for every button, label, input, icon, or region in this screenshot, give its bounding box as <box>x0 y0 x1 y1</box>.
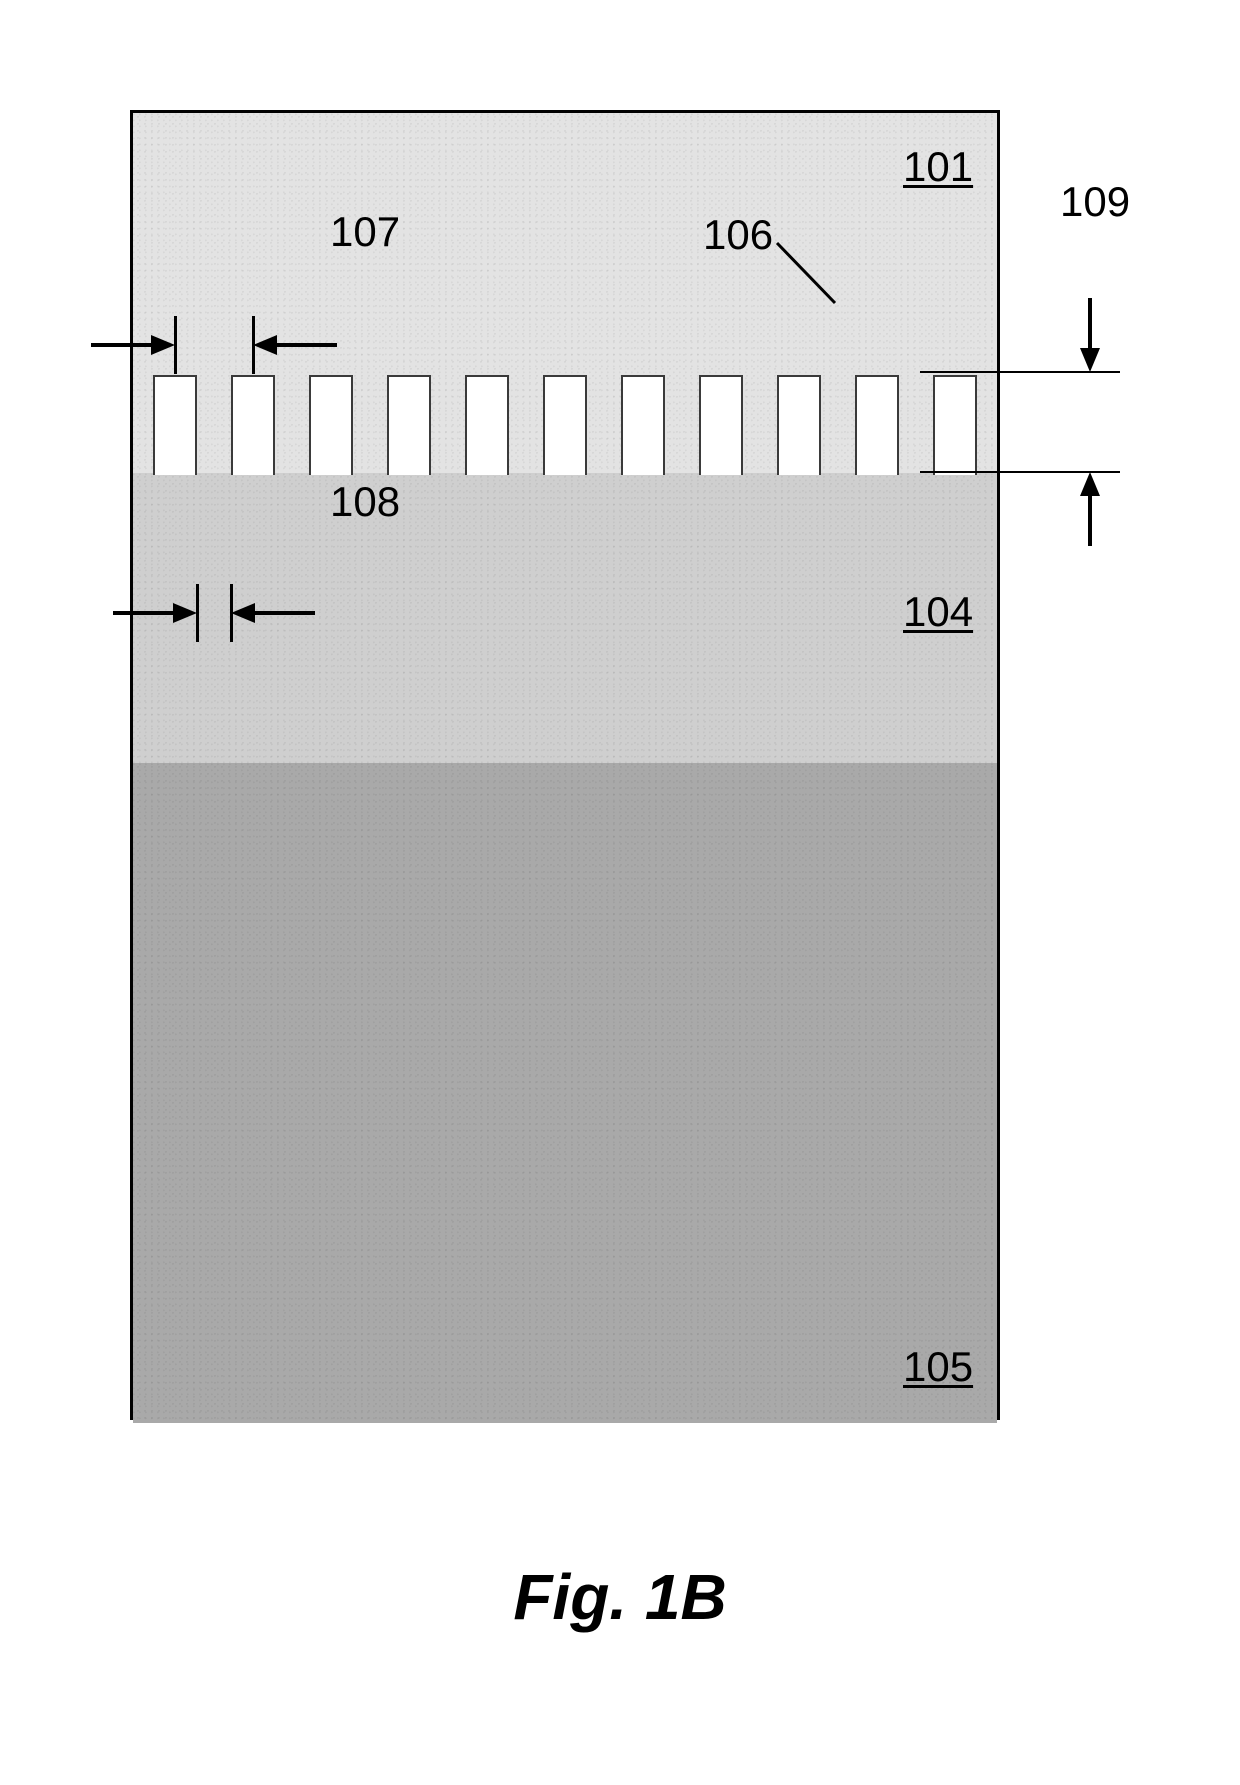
dimension-109 <box>0 0 1240 1785</box>
ref-label-109: 109 <box>1060 178 1130 226</box>
ref-label-107: 107 <box>330 208 400 256</box>
figure-stage: 101 104 105 106 107 108 109 Fig. 1B <box>0 0 1240 1785</box>
ref-label-108: 108 <box>330 478 400 526</box>
figure-caption: Fig. 1B <box>0 1560 1240 1634</box>
